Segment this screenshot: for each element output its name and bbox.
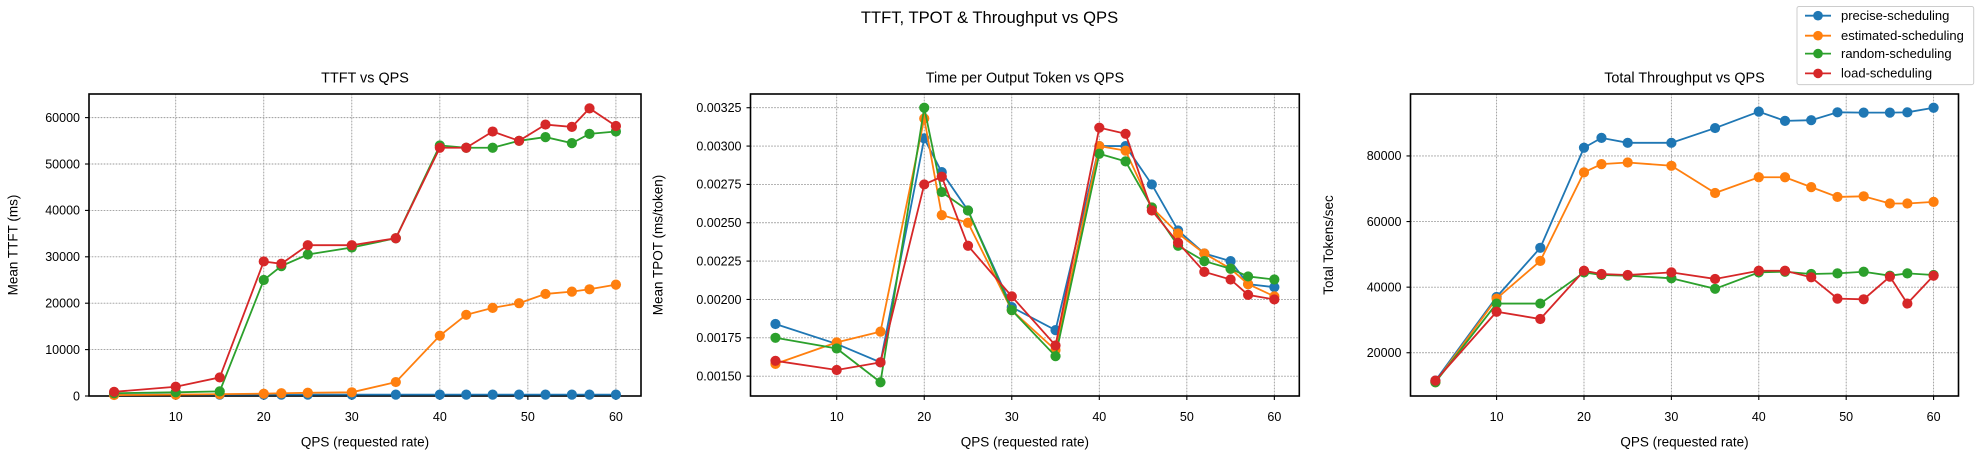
svg-text:Total Throughput vs QPS: Total Throughput vs QPS — [1604, 71, 1765, 87]
svg-text:60000: 60000 — [45, 111, 80, 125]
svg-text:10: 10 — [1490, 410, 1504, 424]
svg-text:20000: 20000 — [1367, 346, 1402, 360]
svg-text:0.00300: 0.00300 — [696, 139, 741, 153]
svg-text:50000: 50000 — [45, 157, 80, 171]
svg-text:60: 60 — [609, 410, 623, 424]
svg-text:TTFT, TPOT & Throughput vs QPS: TTFT, TPOT & Throughput vs QPS — [861, 8, 1118, 27]
svg-text:30: 30 — [1005, 410, 1019, 424]
svg-text:0.00275: 0.00275 — [696, 178, 741, 192]
svg-text:40000: 40000 — [1367, 280, 1402, 294]
svg-text:QPS (requested rate): QPS (requested rate) — [961, 435, 1089, 450]
svg-text:Total Tokens/sec: Total Tokens/sec — [1321, 195, 1336, 295]
svg-text:0: 0 — [73, 389, 80, 403]
svg-text:40: 40 — [1752, 410, 1766, 424]
svg-text:10: 10 — [830, 410, 844, 424]
svg-text:50: 50 — [521, 410, 535, 424]
svg-text:30: 30 — [345, 410, 359, 424]
svg-text:random-scheduling: random-scheduling — [1841, 46, 1952, 61]
svg-text:0.00225: 0.00225 — [696, 254, 741, 268]
svg-text:Mean TTFT (ms): Mean TTFT (ms) — [6, 195, 21, 296]
svg-text:Time per Output Token vs QPS: Time per Output Token vs QPS — [926, 71, 1124, 87]
svg-text:QPS (requested rate): QPS (requested rate) — [301, 435, 429, 450]
svg-text:estimated-scheduling: estimated-scheduling — [1841, 28, 1964, 43]
svg-text:40000: 40000 — [45, 204, 80, 218]
svg-text:20: 20 — [917, 410, 931, 424]
svg-text:60000: 60000 — [1367, 215, 1402, 229]
svg-text:50: 50 — [1839, 410, 1853, 424]
svg-text:30: 30 — [1664, 410, 1678, 424]
svg-text:10000: 10000 — [45, 343, 80, 357]
svg-text:0.00175: 0.00175 — [696, 331, 741, 345]
svg-text:60: 60 — [1927, 410, 1941, 424]
svg-text:Mean TPOT (ms/token): Mean TPOT (ms/token) — [651, 175, 666, 316]
svg-text:80000: 80000 — [1367, 149, 1402, 163]
svg-text:0.00250: 0.00250 — [696, 216, 741, 230]
svg-text:40: 40 — [433, 410, 447, 424]
svg-text:20: 20 — [257, 410, 271, 424]
svg-text:0.00325: 0.00325 — [696, 101, 741, 115]
svg-text:20: 20 — [1577, 410, 1591, 424]
svg-text:50: 50 — [1180, 410, 1194, 424]
svg-text:0.00150: 0.00150 — [696, 369, 741, 383]
svg-text:20000: 20000 — [45, 297, 80, 311]
svg-text:TTFT vs QPS: TTFT vs QPS — [321, 71, 409, 87]
svg-text:60: 60 — [1267, 410, 1281, 424]
svg-text:QPS (requested rate): QPS (requested rate) — [1620, 435, 1748, 450]
svg-text:40: 40 — [1092, 410, 1106, 424]
svg-text:0.00200: 0.00200 — [696, 293, 741, 307]
svg-text:load-scheduling: load-scheduling — [1841, 66, 1932, 81]
svg-text:30000: 30000 — [45, 250, 80, 264]
svg-text:precise-scheduling: precise-scheduling — [1841, 8, 1949, 23]
svg-text:10: 10 — [169, 410, 183, 424]
